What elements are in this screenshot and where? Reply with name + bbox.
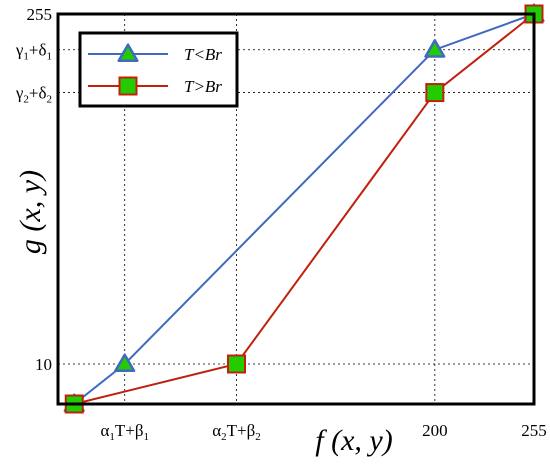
series-line-1 xyxy=(73,13,535,405)
data-point-0-2 xyxy=(424,39,446,58)
data-point-1-1 xyxy=(227,354,246,374)
legend-marker-1 xyxy=(118,76,138,96)
x-tick-label-3: 255 xyxy=(521,421,547,440)
x-tick-label-0: α1​T+β1​ xyxy=(100,421,149,443)
legend-box xyxy=(78,31,239,108)
legend: T<Br T>Br xyxy=(78,31,239,108)
y-axis-label: g (x, y) xyxy=(14,170,47,254)
plot-frame xyxy=(56,12,536,406)
legend-label-1: T>Br xyxy=(184,77,222,96)
x-tick-label-1: α2​T+β2​ xyxy=(212,421,261,443)
y-tick-label-2: γ1​+δ1​ xyxy=(15,41,52,63)
legend-item-0: T<Br xyxy=(88,43,222,64)
series-1 xyxy=(73,13,535,405)
x-tick-label-2: 200 xyxy=(422,421,448,440)
y-tick-label-3: 255 xyxy=(27,5,53,24)
x-axis-label: f (x, y) xyxy=(315,424,392,457)
series-line-0 xyxy=(73,13,535,405)
legend-item-1: T>Br xyxy=(88,76,222,96)
tick-labels: α1​T+β1​ α2​T+β2​ 200 255 10 γ2​+δ2​ γ1​+δ1​ 25… xyxy=(15,5,547,443)
legend-label-0: T<Br xyxy=(184,45,222,64)
legend-marker-0 xyxy=(117,43,139,62)
y-tick-label-1: γ2​+δ2​ xyxy=(15,84,52,106)
data-point-1-2 xyxy=(425,83,445,103)
series-0 xyxy=(73,13,535,405)
data-point-0-1 xyxy=(114,353,136,372)
y-tick-label-0: 10 xyxy=(35,355,52,374)
series-layer xyxy=(63,3,545,414)
